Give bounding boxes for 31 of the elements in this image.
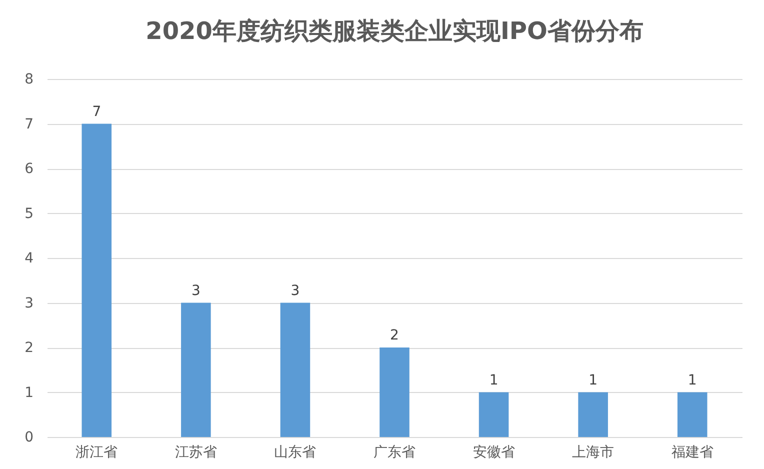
x-tick-label: 福建省 — [671, 444, 714, 460]
x-tick-label: 广东省 — [374, 444, 416, 460]
bar — [478, 392, 509, 437]
y-tick-label: 2 — [24, 340, 34, 356]
data-label: 7 — [92, 104, 102, 120]
x-tick-label: 山东省 — [274, 444, 316, 460]
x-tick-label: 江苏省 — [174, 444, 217, 460]
y-tick-label: 6 — [24, 161, 34, 177]
bar — [380, 348, 410, 437]
y-tick-label: 0 — [24, 430, 34, 446]
y-tick-label: 1 — [24, 384, 34, 401]
data-label: 1 — [688, 372, 697, 388]
y-tick-label: 8 — [24, 72, 34, 88]
bar — [280, 302, 310, 437]
bar — [82, 124, 112, 437]
x-tick-label: 安徽省 — [472, 444, 515, 460]
data-label: 2 — [390, 328, 399, 344]
data-label: 1 — [588, 372, 598, 388]
bar — [578, 392, 608, 437]
bar — [677, 392, 708, 437]
y-tick-label: 4 — [24, 250, 34, 266]
chart-title: 2020年度纺织类服装类企业实现IPO省份分布 — [146, 17, 644, 45]
y-tick-label: 3 — [24, 295, 34, 312]
y-tick-label: 7 — [24, 116, 34, 132]
data-label: 1 — [489, 372, 498, 388]
x-tick-label: 上海市 — [572, 444, 614, 460]
data-label: 3 — [290, 282, 300, 299]
y-tick-label: 5 — [24, 206, 34, 222]
x-tick-label: 浙江省 — [76, 444, 118, 460]
data-label: 3 — [191, 282, 200, 299]
bar — [181, 302, 211, 437]
